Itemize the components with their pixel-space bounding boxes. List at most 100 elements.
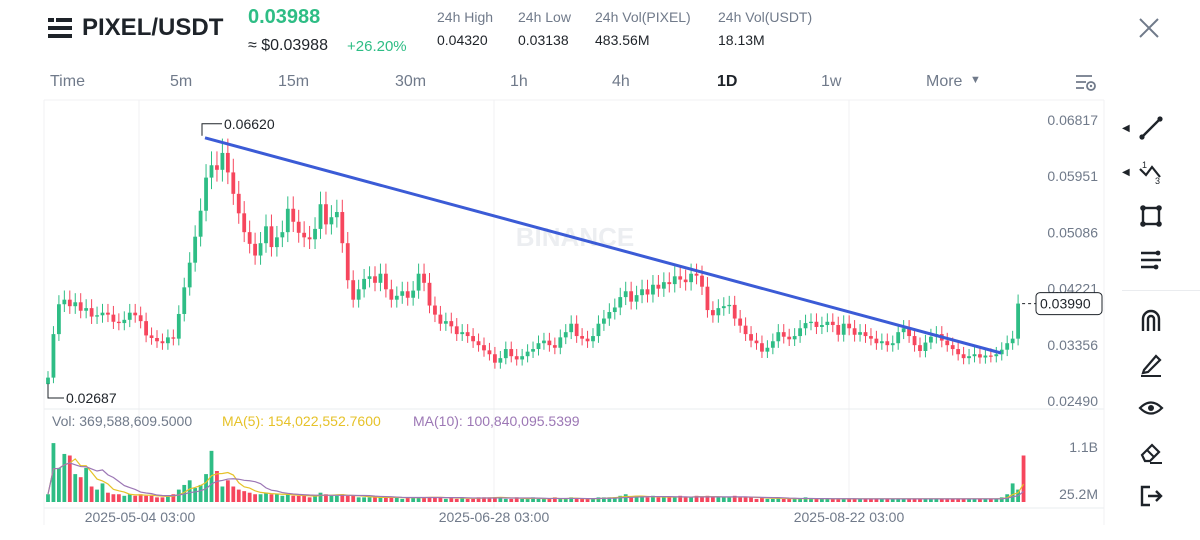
volume-bar (972, 498, 977, 502)
volume-bar (781, 498, 786, 502)
magnet-tool-icon[interactable] (1134, 304, 1168, 336)
volume-bar (78, 477, 83, 502)
volume-bar (356, 497, 361, 502)
trendline[interactable] (204, 136, 1002, 355)
volume-bar (978, 498, 982, 502)
tab-more[interactable]: More (926, 73, 963, 90)
candle (324, 191, 328, 235)
volume-bar (994, 498, 999, 502)
candle (100, 303, 105, 323)
candle (493, 346, 497, 369)
stat-vol-pixel-label: 24h Vol(PIXEL) (595, 9, 691, 25)
eye-icon[interactable] (1134, 392, 1168, 424)
timeframe-bar: Time 5m 15m 30m 1h 4h 1D 1w More ▼ (0, 66, 1120, 98)
candle (367, 266, 372, 288)
candle (231, 158, 236, 205)
rectangle-tool-icon[interactable] (1134, 200, 1168, 232)
volume-bar (542, 498, 546, 502)
price-axis-label: 0.02490 (1047, 393, 1098, 409)
volume-bar (612, 497, 617, 502)
candle (449, 312, 454, 334)
volume-bar (73, 474, 78, 502)
candle (961, 346, 966, 365)
candle (896, 324, 901, 350)
candle (552, 337, 557, 355)
menu-icon[interactable] (48, 17, 72, 39)
volume-bar (345, 495, 350, 502)
tab-30m[interactable]: 30m (395, 73, 427, 90)
parallel-lines-tool-icon[interactable] (1134, 244, 1168, 276)
stat-low-label: 24h Low (518, 9, 571, 25)
volume-bar (607, 497, 612, 502)
candle (825, 313, 830, 333)
toolbar-divider (1122, 290, 1200, 291)
candle (133, 303, 138, 323)
candle (890, 335, 895, 352)
candle (198, 198, 203, 247)
tab-5m[interactable]: 5m (170, 73, 193, 90)
last-price: 0.03988 (248, 6, 321, 28)
trendline-tool-icon[interactable] (1134, 112, 1168, 144)
volume-bar (367, 497, 372, 502)
candle (356, 279, 361, 308)
tab-4h[interactable]: 4h (612, 73, 630, 90)
pencil-tool-icon[interactable] (1134, 348, 1168, 380)
volume-bar (618, 495, 623, 502)
volume-bar (896, 498, 901, 502)
candle (498, 350, 503, 369)
volume-bar (225, 480, 230, 502)
volume-bar (362, 497, 366, 502)
candle (351, 270, 356, 308)
close-icon[interactable] (1137, 16, 1161, 40)
tab-15m[interactable]: 15m (278, 73, 310, 90)
volume-bar (100, 483, 105, 502)
current-price-tag: 0.03990 (1040, 296, 1091, 312)
volume-bar (465, 498, 470, 502)
tab-1d[interactable]: 1D (717, 73, 738, 90)
volume-bar (176, 489, 181, 502)
candle (220, 138, 225, 182)
volume-bar (384, 497, 388, 502)
volume-bar (285, 494, 290, 502)
volume-bar (711, 497, 715, 502)
volume-bar (67, 455, 72, 502)
candle (972, 346, 977, 363)
candle (841, 315, 846, 342)
candle (318, 191, 323, 239)
candle (116, 313, 121, 331)
chart-settings-icon[interactable] (1074, 72, 1098, 94)
volume-bar (476, 497, 481, 502)
candle (460, 324, 465, 341)
ma10-line (47, 462, 1024, 500)
volume-bar (814, 498, 819, 502)
tab-1w[interactable]: 1w (821, 73, 842, 90)
volume-bar (389, 497, 394, 502)
volume-bar (46, 494, 50, 502)
candle (798, 320, 802, 343)
tab-1h[interactable]: 1h (510, 73, 528, 90)
tab-time[interactable]: Time (50, 73, 85, 90)
pair-title[interactable]: PIXEL/USDT (82, 14, 224, 41)
candle (89, 299, 94, 324)
volume-bar (334, 495, 339, 502)
candle (705, 277, 710, 318)
eraser-tool-icon[interactable] (1134, 436, 1168, 468)
caret-left-icon: ◀ (1122, 123, 1130, 134)
volume-bar (247, 492, 252, 502)
price-axis-label: 0.03356 (1047, 337, 1098, 353)
volume-bar (830, 498, 835, 502)
candle (193, 225, 198, 272)
candle (503, 341, 508, 365)
candle (471, 328, 475, 348)
candle (1010, 330, 1015, 350)
candle (738, 309, 743, 333)
candle (999, 342, 1004, 361)
exit-tool-icon[interactable] (1134, 480, 1168, 512)
volume-bar (552, 497, 557, 502)
candle (443, 312, 448, 331)
candle (602, 309, 606, 331)
volume-bar (351, 495, 356, 502)
candle (1016, 294, 1020, 346)
